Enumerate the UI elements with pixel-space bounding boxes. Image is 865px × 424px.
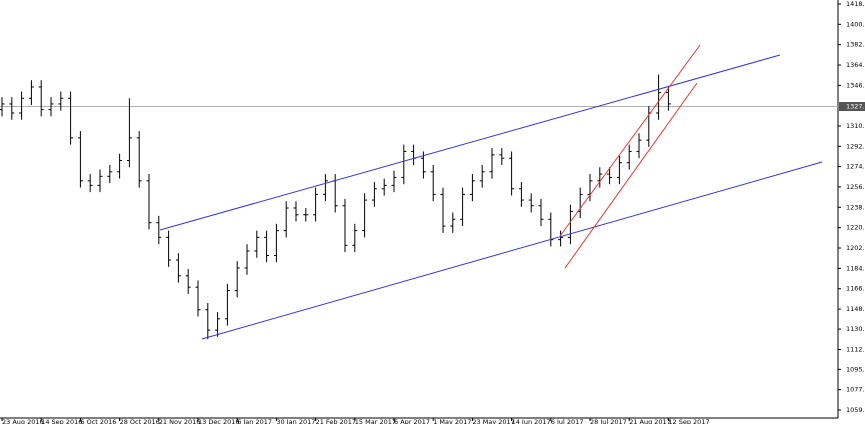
lower-channel-line [201,161,823,340]
y-tick-label: 1274.6 [846,163,865,171]
x-tick-label: 21 Aug 2017 [629,418,671,424]
current-price-label: 1327.7 [846,103,865,111]
y-tick-label: 1220.6 [846,224,865,232]
x-tick-label: 6 Jan 2017 [237,418,272,424]
y-tick-label: 1166.6 [846,285,865,293]
y-tick-label: 1382.4 [846,41,865,49]
x-tick-label: 28 Oct 2016 [120,418,160,424]
y-tick-label: 1238.6 [846,203,865,211]
y-tick-label: 1130.9 [846,325,865,333]
y-tick-label: 1346.4 [846,81,865,89]
current-price-box [839,102,865,112]
x-tick-label: 23 May 2017 [472,418,514,424]
x-tick-label: 23 Aug 2016 [2,418,44,424]
y-tick-label: 1184.6 [846,264,865,272]
y-tick-label: 1112.9 [846,345,865,353]
y-tick-label: 1292.5 [846,142,865,150]
x-tick-label: 14 Sep 2016 [41,418,82,424]
y-tick-label: 1418.4 [846,0,865,8]
y-tick-label: 1095.3 [846,365,865,373]
y-tick-label: 1202.6 [846,244,865,252]
x-tick-label: 6 Apr 2017 [394,418,430,424]
upper-channel-line [159,54,781,231]
x-tick-label: 12 Sep 2017 [668,418,709,424]
x-tick-label: 6 Jul 2017 [551,418,584,424]
y-tick-label: 1400.4 [846,20,865,28]
x-tick-label: 21 Feb 2017 [316,418,356,424]
x-tick-label: 21 Nov 2016 [159,418,201,424]
y-tick-label: 1059.4 [846,406,865,414]
x-tick-label: 30 Jan 2017 [276,418,315,424]
x-tick-label: 13 Dec 2016 [198,418,240,424]
y-tick-label: 1364.4 [846,61,865,69]
x-tick-label: 15 Mar 2017 [355,418,396,424]
red-lower-line [564,82,698,269]
x-tick-label: 1 May 2017 [433,418,471,424]
y-tick-label: 1256.6 [846,183,865,191]
y-tick-label: 1148.6 [846,305,865,313]
red-upper-line [559,44,701,237]
plot-area [0,74,838,340]
x-tick-label: 6 Oct 2016 [80,418,116,424]
y-tick-label: 1310.5 [846,122,865,130]
x-tick-label: 14 Jun 2017 [512,418,551,424]
x-tick-label: 28 Jul 2017 [590,418,627,424]
y-tick-label: 1077.4 [846,386,865,394]
